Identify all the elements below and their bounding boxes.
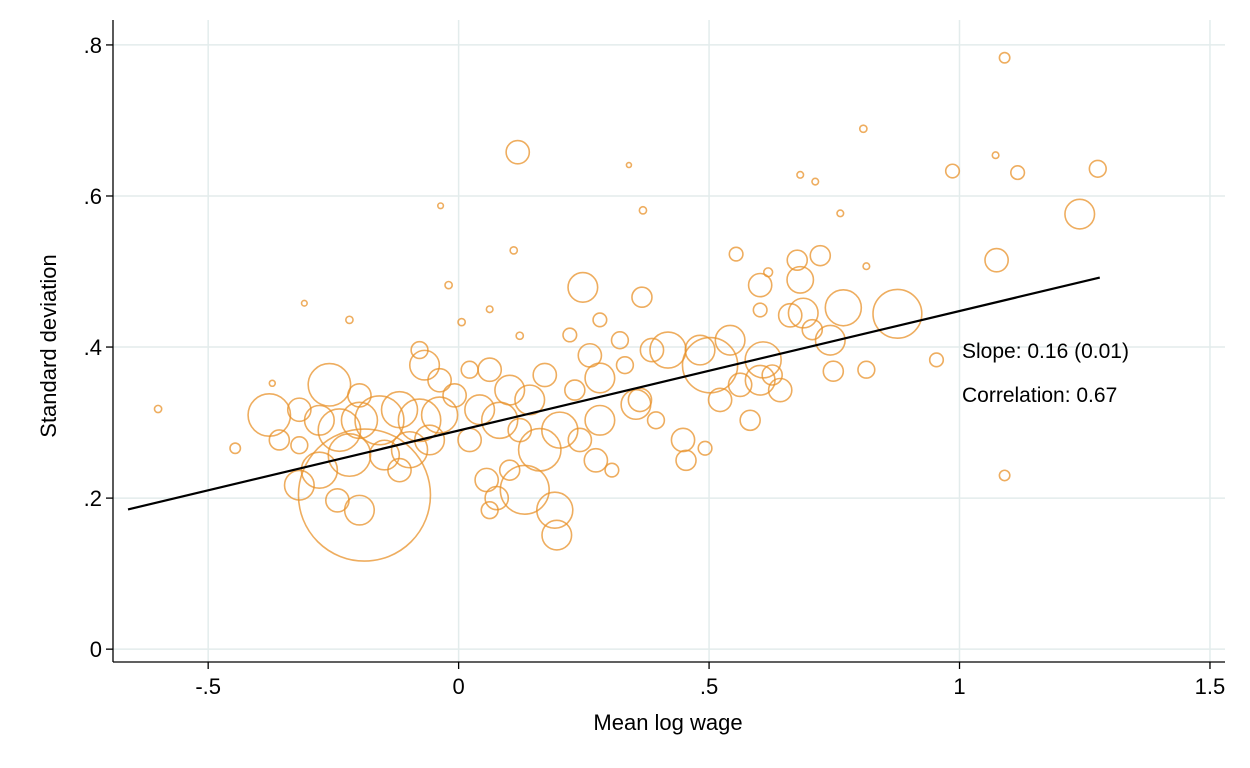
bubble <box>764 268 773 277</box>
bubble <box>593 313 607 327</box>
bubble <box>729 247 743 261</box>
bubble <box>621 390 651 420</box>
bubble <box>305 406 335 436</box>
bubble <box>478 358 501 381</box>
bubble <box>860 125 867 132</box>
bubble <box>797 172 804 179</box>
bubble <box>495 375 525 405</box>
bubble <box>308 364 350 406</box>
bubble <box>345 495 375 525</box>
bubble <box>1011 166 1025 180</box>
bubble <box>617 357 634 374</box>
bubble <box>445 282 452 289</box>
bubble <box>328 434 370 476</box>
y-tick-label: .2 <box>84 486 102 511</box>
bubble <box>348 384 371 407</box>
bubble <box>458 428 481 451</box>
bubble <box>465 395 495 425</box>
y-tick-label: .4 <box>84 335 102 360</box>
bubble <box>519 429 561 471</box>
bubble <box>428 369 451 392</box>
bubble <box>230 443 240 453</box>
bubble <box>999 53 1009 63</box>
bubble <box>486 306 493 313</box>
bubble <box>568 273 598 303</box>
bubble <box>1065 199 1095 229</box>
bubble <box>930 353 944 367</box>
bubble <box>248 394 290 436</box>
y-tick-label: .6 <box>84 184 102 209</box>
x-tick-label: .5 <box>700 674 718 699</box>
x-axis-title: Mean log wage <box>593 710 742 735</box>
y-tick-label: .8 <box>84 33 102 58</box>
bubble <box>605 463 619 477</box>
bubble <box>288 398 311 421</box>
bubble <box>992 152 999 159</box>
bubble <box>676 450 696 470</box>
bubble <box>628 388 651 411</box>
annotation: Correlation: 0.67 <box>962 384 1117 407</box>
bubble <box>626 163 631 168</box>
bubble <box>946 164 960 178</box>
bubble <box>1089 160 1106 177</box>
bubble <box>858 361 875 378</box>
bubble <box>291 437 308 454</box>
bubble <box>301 452 337 488</box>
bubble <box>671 428 694 451</box>
bubble <box>568 428 591 451</box>
bubble <box>298 429 430 561</box>
bubble <box>823 361 843 381</box>
bubble <box>715 325 745 355</box>
bubble <box>443 384 466 407</box>
bubble <box>753 303 767 317</box>
y-axis-title: Standard deviation <box>36 254 61 437</box>
x-tick-label: 0 <box>452 674 464 699</box>
bubble <box>302 300 308 306</box>
bubble <box>788 298 818 328</box>
bubble <box>863 263 870 270</box>
x-tick-label: -.5 <box>195 674 221 699</box>
x-tick-label: 1.5 <box>1195 674 1226 699</box>
bubble <box>648 412 665 429</box>
bubble <box>650 332 686 368</box>
bubble <box>269 380 275 386</box>
bubble <box>500 465 549 514</box>
bubble <box>825 290 861 326</box>
x-tick-label: 1 <box>953 674 965 699</box>
bubble <box>787 267 813 293</box>
bubble <box>475 468 498 491</box>
bubble <box>585 406 615 436</box>
bubble <box>508 419 531 442</box>
bubble <box>999 470 1009 480</box>
bubble <box>632 287 652 307</box>
bubble <box>612 332 629 349</box>
bubble <box>708 388 731 411</box>
bubble <box>985 249 1008 272</box>
bubble <box>740 410 760 430</box>
bubble <box>698 441 712 455</box>
bubble <box>812 178 819 185</box>
bubble <box>506 141 529 164</box>
bubble <box>516 332 523 339</box>
y-tick-label: 0 <box>90 637 102 662</box>
bubble <box>639 207 646 214</box>
bubble <box>533 363 556 386</box>
bubble <box>565 380 585 400</box>
bubble <box>542 520 572 550</box>
bubble <box>563 328 577 342</box>
bubble <box>837 210 844 217</box>
bubble <box>346 316 353 323</box>
bubble <box>810 246 830 266</box>
annotation: Slope: 0.16 (0.01) <box>962 340 1129 363</box>
bubble <box>438 203 444 209</box>
bubble <box>388 459 411 482</box>
bubble <box>461 361 478 378</box>
points <box>154 53 1106 562</box>
bubble <box>584 449 607 472</box>
bubble <box>410 350 440 380</box>
bubble <box>154 405 161 412</box>
bubble <box>510 247 517 254</box>
bubble <box>729 373 752 396</box>
